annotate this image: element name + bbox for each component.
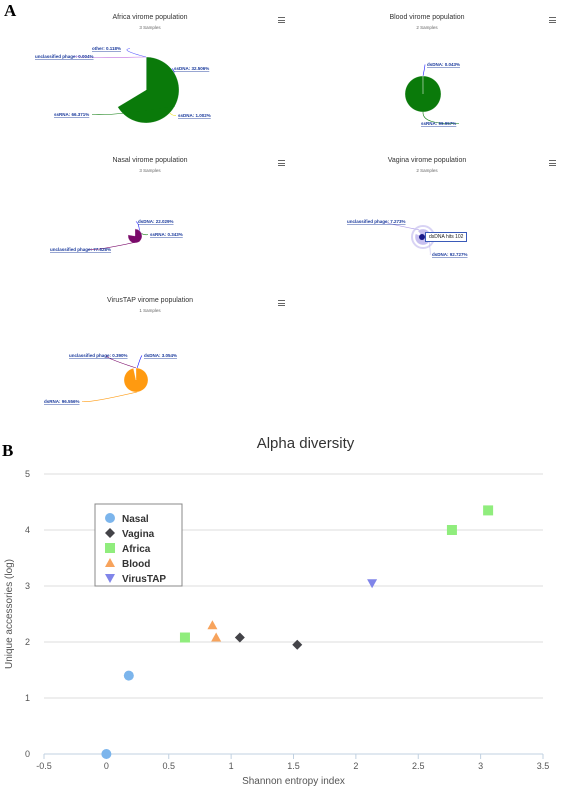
pie-slice-label: ssDNA: 32.506% [174, 66, 209, 71]
pie-slice-label: dsRNA: 96.556% [44, 399, 80, 404]
pie-subtitle: 3 Samples [139, 25, 161, 30]
chart-menu-icon[interactable] [278, 300, 285, 306]
pie-slice[interactable] [127, 228, 143, 244]
data-point[interactable] [292, 639, 303, 650]
pie-subtitle: 3 Samples [139, 168, 161, 173]
pie-leader-line [135, 221, 140, 231]
pie-slice-label: ssDNA: 1.002% [178, 113, 211, 118]
y-axis-label: Unique accessories (log) [4, 559, 15, 669]
data-point[interactable] [101, 749, 112, 759]
pie-hover-marker [419, 234, 425, 240]
pie-slice-label: dsDNA: 22.029% [138, 219, 174, 224]
legend-item[interactable]: VirusTAP [122, 574, 166, 585]
pie-leader-line [91, 105, 175, 115]
pie-title: Africa virome population [112, 14, 188, 21]
pie-tooltip: dsDNA hits 102 [425, 232, 468, 242]
x-axis-label: Shannon entropy index [242, 776, 345, 787]
chart-menu-icon[interactable] [278, 160, 285, 166]
y-tick-label: 1 [25, 693, 30, 703]
x-tick-label: 1.5 [287, 761, 300, 771]
y-tick-label: 2 [25, 637, 30, 647]
pie-slice-label: unclassified phage: 77.628% [50, 247, 111, 252]
pie-title: Blood virome population [389, 14, 465, 21]
vagina-pie-panel: unclassified phage: 7.273% dsDNA: 92.727%… [287, 153, 567, 283]
data-point[interactable] [179, 632, 190, 643]
pie-leader-line [87, 241, 140, 251]
chart-menu-icon[interactable] [549, 160, 556, 166]
pie-leader-line [81, 391, 138, 402]
pie-slice-label: unclassified phage: 0.390% [69, 353, 128, 358]
pie-leader-line [136, 355, 143, 369]
pie-slice-label: ssRNA: 0.343% [150, 232, 183, 237]
data-point[interactable] [234, 632, 245, 643]
blood-pie-panel: dsDNA: 0.043% ssRNA: 99.957% Blood virome… [287, 10, 567, 140]
legend-item[interactable]: Africa [122, 544, 151, 555]
pie-title: Nasal virome population [112, 157, 188, 164]
pie-leader-line [72, 56, 147, 58]
pie-leader-line [384, 221, 420, 231]
data-point[interactable] [207, 620, 218, 630]
x-tick-label: 2 [353, 761, 358, 771]
x-tick-label: 0.5 [162, 761, 175, 771]
pie-subtitle: 1 Samples [139, 308, 161, 313]
legend-item[interactable]: Blood [122, 559, 150, 570]
x-tick-label: 1 [229, 761, 234, 771]
pie-slice-label: dsDNA: 0.043% [427, 62, 460, 67]
pie-subtitle: 2 Samples [416, 25, 438, 30]
pie-svg: dsDNA: 0.043% ssRNA: 99.957% [404, 62, 460, 126]
legend-marker [105, 513, 115, 523]
pie-leader-line [171, 68, 175, 73]
pie-leader-line [126, 48, 147, 58]
pie-leader-line [422, 111, 460, 124]
legend: Nasal Vagina Africa Blood VirusTAP [94, 503, 183, 587]
data-point[interactable] [367, 579, 378, 589]
x-tick-label: 0 [104, 761, 109, 771]
pie-slice[interactable] [404, 75, 442, 113]
pie-slice[interactable] [123, 367, 149, 393]
x-tick-label: 2.5 [412, 761, 425, 771]
legend-marker [105, 574, 115, 583]
nasal-pie-panel: dsDNA: 22.029% ssRNA: 0.343% unclassified … [10, 153, 290, 283]
y-tick-label: 3 [25, 581, 30, 591]
pie-svg: ssDNA: 32.506% ssDNA: 1.002% ssRNA: 66.371… [35, 46, 211, 124]
pie-slice-label: ssRNA: 66.371% [54, 112, 89, 117]
x-tick-label: -0.5 [36, 761, 52, 771]
legend-marker [105, 543, 115, 553]
chart-title: Alpha diversity [257, 435, 355, 452]
virustap-pie-panel: unclassified phage: 0.390% dsDNA: 3.054% d… [10, 293, 290, 423]
pie-slice-label: dsDNA: 92.727% [432, 252, 468, 257]
x-tick-label: 3 [478, 761, 483, 771]
pie-slice-label: unclassified phage: 0.004% [35, 54, 94, 59]
y-tick-label: 0 [25, 749, 30, 759]
pie-svg: dsDNA: 22.029% ssRNA: 0.343% unclassified … [50, 219, 183, 252]
pie-svg: unclassified phage: 0.390% dsDNA: 3.054% d… [44, 353, 177, 404]
alpha-diversity-chart: Alpha diversity 0 1 2 3 4 5 -0.5 0 0.5 1 1.5 2 2.5 3 3.… [4, 435, 550, 787]
data-point[interactable] [211, 632, 222, 642]
x-tick-label: 3.5 [537, 761, 550, 771]
y-tick-label: 4 [25, 525, 30, 535]
legend-item[interactable]: Nasal [122, 514, 149, 525]
africa-pie-panel: ssDNA: 32.506% ssDNA: 1.002% ssRNA: 66.371… [10, 10, 290, 140]
data-point[interactable] [123, 670, 134, 681]
legend-item[interactable]: Vagina [122, 529, 155, 540]
panel-b-label: B [2, 441, 14, 460]
pie-slice-label: unclassified phage: 7.273% [347, 219, 406, 224]
panel-a-label: A [4, 1, 17, 20]
legend-marker [105, 558, 115, 567]
pie-leader-line [106, 355, 137, 369]
data-point[interactable] [483, 505, 494, 516]
chart-menu-icon[interactable] [549, 17, 556, 23]
legend-marker [105, 528, 115, 538]
pie-leader-line [429, 241, 431, 255]
pie-slice-label: dsDNA: 3.054% [144, 353, 177, 358]
pie-title: VirusTAP virome population [107, 297, 193, 304]
pie-slice-label: ssRNA: 99.957% [421, 121, 456, 126]
pie-title: Vagina virome population [387, 157, 467, 164]
chart-menu-icon[interactable] [278, 17, 285, 23]
data-point[interactable] [446, 525, 457, 535]
pie-subtitle: 2 Samples [416, 168, 438, 173]
pie-leader-line [422, 64, 426, 77]
y-tick-label: 5 [25, 469, 30, 479]
pie-slice-label: other: 0.118% [92, 46, 121, 51]
